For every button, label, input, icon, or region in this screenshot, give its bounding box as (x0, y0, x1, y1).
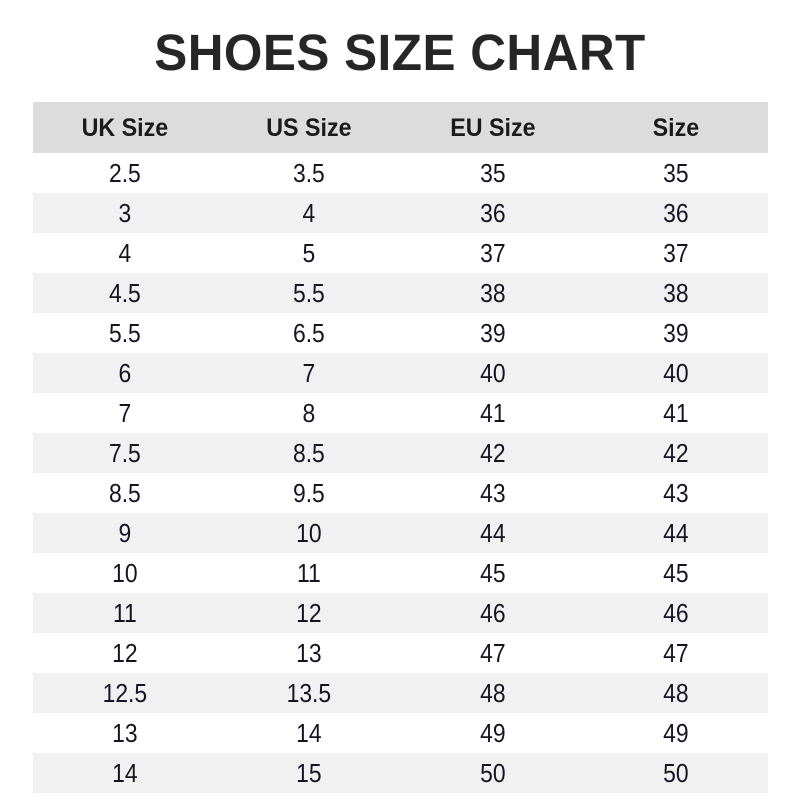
table-header-row: UK Size US Size EU Size Size (33, 102, 768, 153)
cell-eu-size: 37 (479, 238, 506, 268)
cell-uk-size: 9 (118, 518, 132, 548)
cell-eu-size: 41 (479, 398, 506, 428)
table-row: 6 7 40 40 (33, 353, 768, 393)
column-header-size: Size (652, 113, 700, 142)
cell-us-size: 12 (295, 598, 322, 628)
table-row: 8.5 9.5 43 43 (33, 473, 768, 513)
table-row: 12 13 47 47 (33, 633, 768, 673)
cell-us-size: 15 (295, 758, 322, 788)
cell-uk-size: 6 (118, 358, 132, 388)
table-row: 3 4 36 36 (33, 193, 768, 233)
cell-uk-size: 2.5 (108, 158, 141, 188)
cell-eu-size: 44 (479, 518, 506, 548)
cell-uk-size: 3 (118, 198, 132, 228)
cell-uk-size: 8.5 (108, 478, 141, 508)
table-row: 2.5 3.5 35 35 (33, 153, 768, 193)
cell-uk-size: 4.5 (108, 278, 141, 308)
page-title: SHOES SIZE CHART (154, 24, 646, 81)
column-header-us-size: US Size (265, 113, 352, 142)
table-row: 7 8 41 41 (33, 393, 768, 433)
cell-us-size: 5 (302, 238, 315, 268)
cell-eu-size: 48 (479, 678, 506, 708)
cell-us-size: 11 (296, 558, 321, 588)
table-row: 7.5 8.5 42 42 (33, 433, 768, 473)
cell-size: 48 (663, 678, 689, 708)
cell-size: 46 (663, 598, 689, 628)
cell-size: 39 (663, 318, 689, 348)
cell-uk-size: 10 (112, 558, 138, 588)
cell-uk-size: 12.5 (102, 678, 148, 708)
cell-eu-size: 42 (479, 438, 506, 468)
cell-size: 50 (663, 758, 689, 788)
cell-eu-size: 39 (479, 318, 506, 348)
cell-us-size: 13 (295, 638, 322, 668)
cell-uk-size: 7.5 (108, 438, 141, 468)
table-row: 9 10 44 44 (33, 513, 768, 553)
cell-us-size: 14 (295, 718, 322, 748)
cell-us-size: 6.5 (292, 318, 325, 348)
table-row: 10 11 45 45 (33, 553, 768, 593)
cell-eu-size: 45 (479, 558, 506, 588)
cell-uk-size: 13 (112, 718, 138, 748)
column-header-uk-size: UK Size (81, 113, 169, 142)
cell-eu-size: 35 (479, 158, 506, 188)
cell-size: 45 (663, 558, 689, 588)
cell-uk-size: 14 (112, 758, 138, 788)
cell-uk-size: 5.5 (108, 318, 141, 348)
cell-uk-size: 12 (112, 638, 138, 668)
cell-uk-size: 7 (118, 398, 132, 428)
cell-us-size: 3.5 (292, 158, 325, 188)
cell-size: 44 (663, 518, 689, 548)
cell-eu-size: 50 (479, 758, 506, 788)
cell-size: 37 (663, 238, 689, 268)
cell-uk-size: 11 (112, 598, 137, 628)
cell-size: 40 (663, 358, 689, 388)
cell-eu-size: 43 (479, 478, 506, 508)
table-row: 12.5 13.5 48 48 (33, 673, 768, 713)
table-row: 14 15 50 50 (33, 753, 768, 793)
cell-eu-size: 38 (479, 278, 506, 308)
cell-size: 49 (663, 718, 689, 748)
cell-eu-size: 40 (479, 358, 506, 388)
cell-size: 36 (663, 198, 689, 228)
table-row: 13 14 49 49 (33, 713, 768, 753)
cell-size: 42 (663, 438, 689, 468)
table-row: 11 12 46 46 (33, 593, 768, 633)
cell-eu-size: 49 (479, 718, 506, 748)
cell-eu-size: 36 (479, 198, 506, 228)
cell-us-size: 10 (295, 518, 322, 548)
cell-size: 43 (663, 478, 689, 508)
table-row: 4 5 37 37 (33, 233, 768, 273)
cell-us-size: 8.5 (292, 438, 325, 468)
cell-us-size: 5.5 (292, 278, 325, 308)
cell-us-size: 4 (302, 198, 315, 228)
cell-eu-size: 47 (479, 638, 506, 668)
cell-us-size: 13.5 (286, 678, 331, 708)
cell-size: 47 (663, 638, 689, 668)
column-header-eu-size: EU Size (449, 113, 536, 142)
size-chart-table: UK Size US Size EU Size Size 2.5 3.5 35 … (33, 102, 768, 793)
cell-eu-size: 46 (479, 598, 506, 628)
table-row: 4.5 5.5 38 38 (33, 273, 768, 313)
cell-size: 35 (663, 158, 689, 188)
cell-uk-size: 4 (118, 238, 132, 268)
cell-size: 38 (663, 278, 689, 308)
cell-us-size: 9.5 (292, 478, 325, 508)
cell-size: 41 (663, 398, 689, 428)
cell-us-size: 7 (302, 358, 315, 388)
cell-us-size: 8 (302, 398, 315, 428)
table-row: 5.5 6.5 39 39 (33, 313, 768, 353)
